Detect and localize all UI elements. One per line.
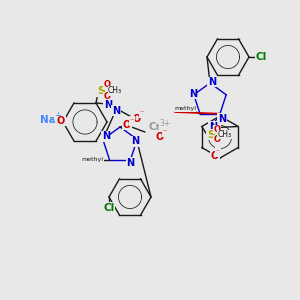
Text: S: S: [207, 130, 215, 140]
Text: S: S: [97, 86, 105, 96]
Text: O: O: [156, 132, 164, 142]
Text: ⁻: ⁻: [216, 148, 220, 157]
Text: methyl: methyl: [174, 106, 196, 111]
Text: O: O: [213, 125, 220, 134]
Text: +: +: [55, 112, 62, 121]
Text: CH₃: CH₃: [218, 130, 232, 139]
Text: N: N: [218, 114, 226, 124]
Text: O: O: [213, 135, 220, 144]
Text: Na: Na: [40, 115, 56, 125]
Text: methyl: methyl: [81, 157, 104, 162]
Text: ⁻: ⁻: [163, 128, 167, 136]
Text: ⁻: ⁻: [140, 109, 144, 118]
Text: N: N: [104, 100, 112, 110]
Text: ⁻: ⁻: [130, 116, 134, 125]
Text: O: O: [123, 120, 131, 130]
Text: Cl: Cl: [255, 52, 267, 62]
Text: Cl: Cl: [103, 203, 115, 213]
Text: N: N: [102, 131, 110, 141]
Text: N: N: [208, 77, 216, 87]
Text: O: O: [103, 92, 110, 101]
Text: O: O: [211, 151, 219, 161]
Text: CH₃: CH₃: [108, 86, 122, 95]
Text: O: O: [133, 114, 141, 124]
Text: N: N: [189, 89, 197, 99]
Text: N: N: [112, 106, 120, 116]
Text: N: N: [209, 122, 217, 132]
Text: 3+: 3+: [159, 118, 171, 127]
Text: O: O: [57, 116, 65, 126]
Text: N: N: [131, 136, 139, 146]
Text: N: N: [127, 158, 135, 168]
Text: Cr: Cr: [148, 122, 161, 132]
Text: O: O: [103, 80, 110, 89]
